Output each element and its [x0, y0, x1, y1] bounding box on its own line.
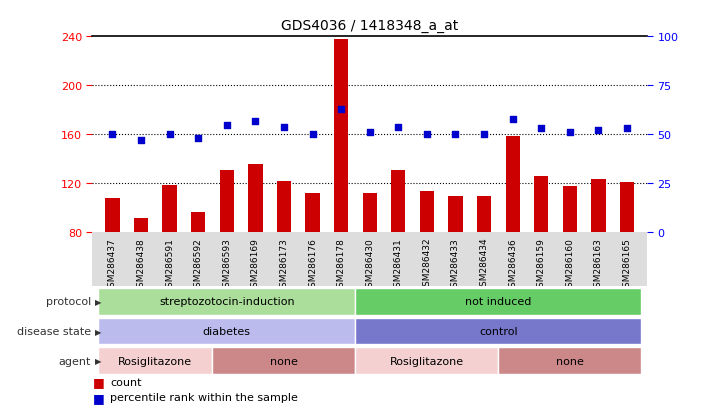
- Point: [450, 132, 461, 138]
- Bar: [248, 164, 262, 233]
- Text: GSM286169: GSM286169: [251, 237, 260, 292]
- Bar: [213, 348, 356, 374]
- Text: ■: ■: [92, 391, 105, 404]
- Text: GSM286176: GSM286176: [308, 237, 317, 292]
- Bar: [220, 171, 234, 233]
- Bar: [356, 348, 498, 374]
- Text: none: none: [270, 356, 298, 366]
- Point: [164, 132, 176, 138]
- Point: [364, 130, 375, 136]
- Text: ▶: ▶: [95, 327, 102, 336]
- Text: GSM286178: GSM286178: [336, 237, 346, 292]
- Point: [421, 132, 432, 138]
- Point: [250, 118, 261, 125]
- Text: none: none: [556, 356, 584, 366]
- Text: GSM286163: GSM286163: [594, 237, 603, 292]
- Bar: [134, 218, 148, 233]
- Point: [221, 122, 232, 128]
- Text: GSM286436: GSM286436: [508, 237, 517, 292]
- Text: GSM286438: GSM286438: [137, 237, 146, 292]
- Point: [278, 124, 289, 131]
- Text: GSM286173: GSM286173: [279, 237, 289, 292]
- Text: agent: agent: [58, 356, 91, 366]
- Bar: [191, 212, 205, 233]
- Text: GSM286430: GSM286430: [365, 237, 374, 292]
- Text: GSM286431: GSM286431: [394, 237, 403, 292]
- Text: GSM286432: GSM286432: [422, 237, 432, 292]
- Bar: [534, 177, 548, 233]
- Text: GSM286593: GSM286593: [223, 237, 231, 292]
- Bar: [562, 186, 577, 233]
- Text: GSM286437: GSM286437: [108, 237, 117, 292]
- Bar: [98, 348, 213, 374]
- Text: ▶: ▶: [95, 297, 102, 306]
- Text: GSM286592: GSM286592: [193, 237, 203, 292]
- Bar: [620, 183, 634, 233]
- Text: Rosiglitazone: Rosiglitazone: [390, 356, 464, 366]
- Bar: [391, 171, 405, 233]
- Point: [107, 132, 118, 138]
- Text: percentile rank within the sample: percentile rank within the sample: [110, 392, 298, 402]
- Point: [507, 116, 518, 123]
- Text: GSM286434: GSM286434: [479, 237, 488, 292]
- Bar: [356, 288, 641, 315]
- Text: GSM286159: GSM286159: [537, 237, 546, 292]
- Bar: [506, 136, 520, 233]
- Bar: [163, 185, 177, 233]
- Bar: [98, 318, 356, 344]
- Title: GDS4036 / 1418348_a_at: GDS4036 / 1418348_a_at: [281, 19, 459, 33]
- Bar: [98, 288, 356, 315]
- Text: streptozotocin-induction: streptozotocin-induction: [159, 297, 294, 306]
- Text: not induced: not induced: [465, 297, 532, 306]
- Text: Rosiglitazone: Rosiglitazone: [118, 356, 193, 366]
- Text: GSM286160: GSM286160: [565, 237, 574, 292]
- Point: [564, 130, 575, 136]
- Point: [307, 132, 319, 138]
- Text: GSM286433: GSM286433: [451, 237, 460, 292]
- Text: GSM286165: GSM286165: [623, 237, 631, 292]
- Bar: [592, 179, 606, 233]
- Bar: [498, 348, 641, 374]
- Bar: [334, 40, 348, 233]
- Text: control: control: [479, 326, 518, 336]
- Bar: [419, 191, 434, 233]
- Point: [479, 132, 490, 138]
- Point: [535, 126, 547, 133]
- Bar: [105, 199, 119, 233]
- Bar: [477, 196, 491, 233]
- Point: [392, 124, 404, 131]
- Text: ▶: ▶: [95, 356, 102, 366]
- Text: ■: ■: [92, 375, 105, 389]
- Point: [135, 138, 146, 144]
- Bar: [449, 196, 463, 233]
- Text: GSM286591: GSM286591: [165, 237, 174, 292]
- Text: count: count: [110, 377, 141, 387]
- Point: [336, 106, 347, 113]
- Point: [621, 126, 633, 133]
- Bar: [356, 318, 641, 344]
- Text: diabetes: diabetes: [203, 326, 251, 336]
- Text: disease state: disease state: [17, 326, 91, 336]
- Bar: [277, 182, 291, 233]
- Bar: [363, 194, 377, 233]
- Point: [593, 128, 604, 135]
- Point: [193, 135, 204, 142]
- Text: protocol: protocol: [46, 297, 91, 306]
- Bar: [306, 194, 320, 233]
